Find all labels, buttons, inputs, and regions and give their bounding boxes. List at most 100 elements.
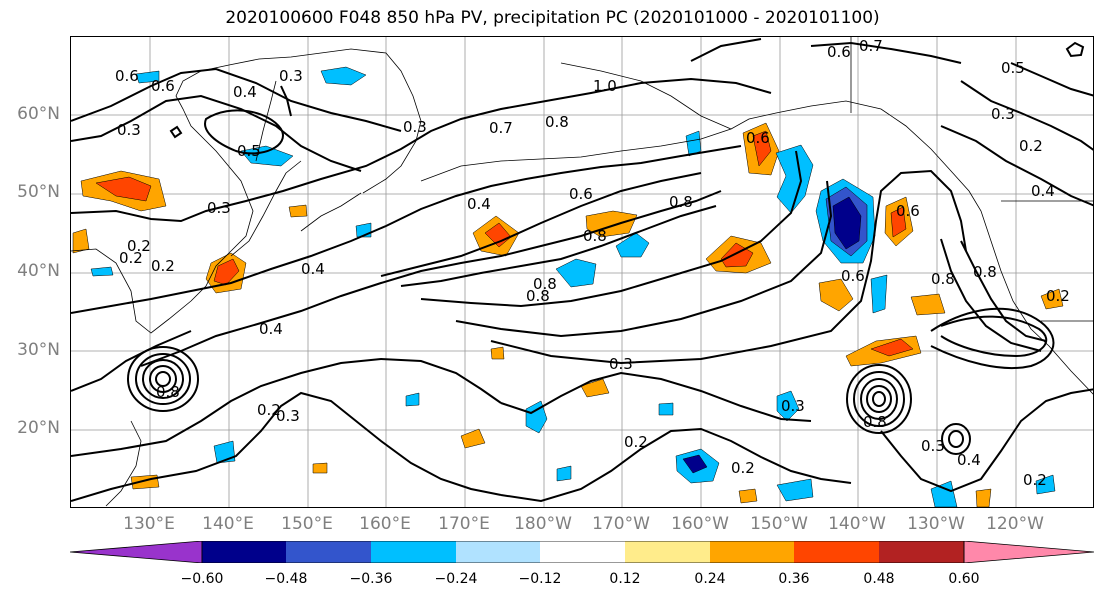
contour-labels: 0.6 0.4 0.3 0.5 0.3 0.2 0.2 0.4 0.4 0.8 … [115,37,1070,489]
contour-label: 0.3 [609,355,633,373]
precip-negative-area [555,258,597,288]
colorbar-tick: −0.12 [518,571,562,587]
colorbar-tick: 0.48 [863,571,895,587]
colorbar-tick: −0.48 [264,571,308,587]
contour-label: 0.6 [115,67,139,85]
precip-positive-area [975,488,992,507]
precip-negative-area [90,266,114,277]
precip-positive-area [738,488,758,504]
pv-contour [400,205,717,287]
coastline-kuril-islands [300,192,362,232]
contour-label: 0.4 [233,83,257,101]
contour-label: 0.3 [279,67,303,85]
pv-contour [204,109,284,155]
precip-negative-core [682,454,708,474]
map-canvas: 0.6 0.4 0.3 0.5 0.3 0.2 0.2 0.4 0.4 0.8 … [71,37,1093,507]
colorbar-tick: −0.60 [180,571,224,587]
contour-label: 0.4 [467,195,491,213]
contour-label: 0.2 [257,401,281,419]
lon-label-130w: 130°W [907,514,965,534]
contour-label: 0.8 [526,287,550,305]
pv-contour [1010,62,1093,97]
colorbar-segment [540,541,625,563]
precip-positive-core [870,338,914,357]
contour-label: 0.3 [117,121,141,139]
precip-shading [72,66,1064,507]
pv-contour [880,388,1093,493]
precip-positive-area [460,428,486,449]
colorbar-segment [879,541,964,563]
contour-label: 0.2 [1023,471,1047,489]
colorbar-segment [456,541,540,563]
colorbar-tick: −0.24 [434,571,478,587]
colorbar-segment [371,541,456,563]
pv-small-ring [941,423,971,455]
pv-contours [71,38,1093,503]
pv-contour [71,94,362,172]
colorbar-tick: −0.36 [349,571,393,587]
contour-label: 0.8 [863,413,887,431]
contour-label: 0.6 [896,202,920,220]
pv-contour [1065,41,1085,58]
contour-label: 0.6 [841,267,865,285]
contour-label: 0.3 [403,118,427,136]
lat-label-50n: 50°N [17,182,60,202]
contour-label: 0.2 [1046,287,1070,305]
colorbar-extend-max [963,541,1094,563]
pv-contour [71,77,772,223]
pv-contour [960,80,1093,151]
contour-label: 0.7 [859,37,883,55]
colorbar-segment [202,541,286,563]
precip-positive-area [312,462,328,474]
pv-contour [810,41,962,64]
contour-label: 0.3 [276,407,300,425]
precip-negative-area [776,390,800,422]
pv-contour [930,307,1055,370]
colorbar-segment [286,541,371,563]
precip-negative-area [556,465,572,482]
contour-label: 0.6 [151,77,175,95]
lon-label-160w: 160°W [671,514,729,534]
contour-label: 0.3 [207,199,231,217]
lat-label-60n: 60°N [17,104,60,124]
contour-label: 0.6 [569,185,593,203]
precip-positive-area [1040,288,1064,310]
pv-contour [380,172,702,277]
lat-label-30n: 30°N [17,340,60,360]
contour-label: 0.4 [1031,182,1055,200]
coastline-japan [230,160,302,257]
lon-label-160e: 160°E [359,514,411,534]
map-panel: 0.6 0.4 0.3 0.5 0.3 0.2 0.2 0.4 0.4 0.8 … [70,36,1094,508]
lon-label-150w: 150°W [750,514,808,534]
precip-positive-area [288,204,308,218]
contour-label: 0.8 [533,275,557,293]
colorbar-tick: 0.60 [948,571,980,587]
contour-label: 0.3 [781,397,805,415]
pv-contour [71,357,502,457]
pv-vortex-west [127,346,199,412]
lon-label-180w: 180°W [514,514,572,534]
colorbar [70,541,1094,563]
contour-label: 0.2 [127,237,151,255]
graticule [71,37,1093,507]
contour-label: 0.8 [973,263,997,281]
pv-contour [420,150,803,308]
colorbar-tick: 0.24 [694,571,726,587]
precip-positive-area [818,278,854,312]
precip-negative-area [775,144,814,214]
contour-label: 0.2 [731,459,755,477]
coastline-aleutian-islands [420,128,732,182]
pv-contour [455,180,833,338]
pv-contour [500,371,812,422]
contour-label: 0.2 [151,257,175,275]
lon-label-140w: 140°W [828,514,886,534]
colorbar-tick: 0.36 [778,571,810,587]
contour-label: 0.8 [583,227,607,245]
lat-label-40n: 40°N [17,261,60,281]
precip-negative-area [320,66,367,86]
contour-label: 0.7 [489,119,513,137]
contour-label: 0.8 [931,270,955,288]
precip-negative-area [615,232,650,258]
pv-contour [71,330,192,392]
pv-contour [169,125,183,139]
